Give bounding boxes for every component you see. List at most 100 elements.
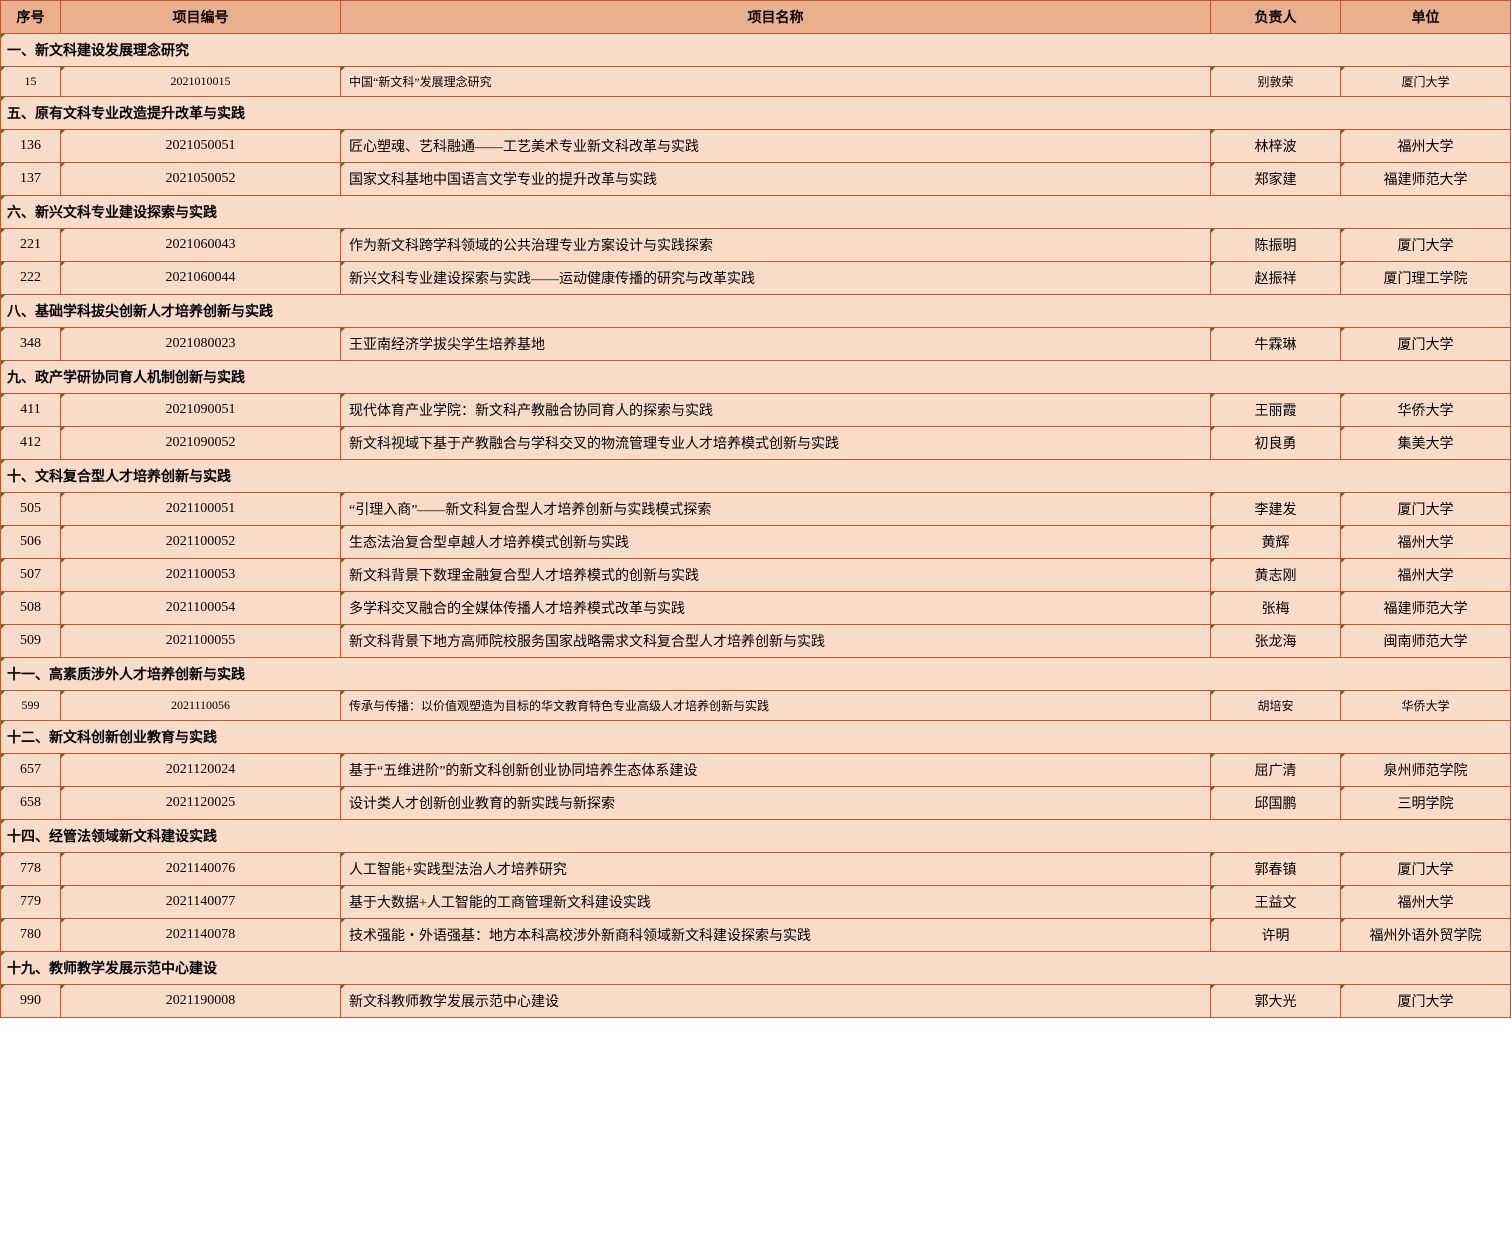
cell-id: 2021100054 bbox=[61, 592, 341, 625]
table-row: 5062021100052生态法治复合型卓越人才培养模式创新与实践黄辉福州大学 bbox=[1, 526, 1511, 559]
section-title: 五、原有文科专业改造提升改革与实践 bbox=[1, 97, 1511, 130]
cell-leader: 张梅 bbox=[1211, 592, 1341, 625]
cell-seq: 505 bbox=[1, 493, 61, 526]
cell-id: 2021090051 bbox=[61, 394, 341, 427]
cell-leader: 赵振祥 bbox=[1211, 262, 1341, 295]
section-title-row: 十、文科复合型人才培养创新与实践 bbox=[1, 460, 1511, 493]
cell-id: 2021100055 bbox=[61, 625, 341, 658]
cell-name: 传承与传播：以价值观塑造为目标的华文教育特色专业高级人才培养创新与实践 bbox=[341, 691, 1211, 721]
table-row: 7782021140076人工智能+实践型法治人才培养研究郭春镇厦门大学 bbox=[1, 853, 1511, 886]
col-unit: 单位 bbox=[1341, 1, 1511, 34]
table-body: 一、新文科建设发展理念研究152021010015中国“新文科”发展理念研究别敦… bbox=[1, 34, 1511, 1018]
cell-unit: 福州大学 bbox=[1341, 130, 1511, 163]
cell-unit: 厦门大学 bbox=[1341, 985, 1511, 1018]
table-row: 152021010015中国“新文科”发展理念研究别敦荣厦门大学 bbox=[1, 67, 1511, 97]
section-title-row: 八、基础学科拔尖创新人才培养创新与实践 bbox=[1, 295, 1511, 328]
table-row: 5092021100055新文科背景下地方高师院校服务国家战略需求文科复合型人才… bbox=[1, 625, 1511, 658]
cell-seq: 657 bbox=[1, 754, 61, 787]
cell-leader: 郭大光 bbox=[1211, 985, 1341, 1018]
cell-seq: 779 bbox=[1, 886, 61, 919]
cell-name: 新文科教师教学发展示范中心建设 bbox=[341, 985, 1211, 1018]
cell-name: 新文科背景下地方高师院校服务国家战略需求文科复合型人才培养创新与实践 bbox=[341, 625, 1211, 658]
cell-leader: 黄志刚 bbox=[1211, 559, 1341, 592]
section-title: 十四、经管法领域新文科建设实践 bbox=[1, 820, 1511, 853]
cell-name: 设计类人才创新创业教育的新实践与新探索 bbox=[341, 787, 1211, 820]
col-proj-name: 项目名称 bbox=[341, 1, 1211, 34]
section-title-row: 九、政产学研协同育人机制创新与实践 bbox=[1, 361, 1511, 394]
cell-seq: 348 bbox=[1, 328, 61, 361]
cell-id: 2021140077 bbox=[61, 886, 341, 919]
table-row: 6582021120025设计类人才创新创业教育的新实践与新探索邱国鹏三明学院 bbox=[1, 787, 1511, 820]
cell-unit: 福建师范大学 bbox=[1341, 592, 1511, 625]
cell-unit: 厦门大学 bbox=[1341, 853, 1511, 886]
table-row: 9902021190008新文科教师教学发展示范中心建设郭大光厦门大学 bbox=[1, 985, 1511, 1018]
cell-name: “引理入商”——新文科复合型人才培养创新与实践模式探索 bbox=[341, 493, 1211, 526]
cell-id: 2021090052 bbox=[61, 427, 341, 460]
cell-leader: 邱国鹏 bbox=[1211, 787, 1341, 820]
cell-id: 2021140078 bbox=[61, 919, 341, 952]
cell-unit: 福州大学 bbox=[1341, 886, 1511, 919]
table-row: 4122021090052新文科视域下基于产教融合与学科交叉的物流管理专业人才培… bbox=[1, 427, 1511, 460]
section-title: 十、文科复合型人才培养创新与实践 bbox=[1, 460, 1511, 493]
cell-unit: 福州大学 bbox=[1341, 526, 1511, 559]
cell-name: 新文科背景下数理金融复合型人才培养模式的创新与实践 bbox=[341, 559, 1211, 592]
cell-seq: 658 bbox=[1, 787, 61, 820]
cell-name: 新文科视域下基于产教融合与学科交叉的物流管理专业人才培养模式创新与实践 bbox=[341, 427, 1211, 460]
section-title-row: 十四、经管法领域新文科建设实践 bbox=[1, 820, 1511, 853]
cell-name: 王亚南经济学拔尖学生培养基地 bbox=[341, 328, 1211, 361]
cell-seq: 222 bbox=[1, 262, 61, 295]
cell-unit: 集美大学 bbox=[1341, 427, 1511, 460]
cell-id: 2021050052 bbox=[61, 163, 341, 196]
cell-seq: 137 bbox=[1, 163, 61, 196]
cell-seq: 599 bbox=[1, 691, 61, 721]
cell-unit: 厦门大学 bbox=[1341, 67, 1511, 97]
cell-id: 2021100052 bbox=[61, 526, 341, 559]
section-title-row: 五、原有文科专业改造提升改革与实践 bbox=[1, 97, 1511, 130]
section-title-row: 一、新文科建设发展理念研究 bbox=[1, 34, 1511, 67]
cell-leader: 张龙海 bbox=[1211, 625, 1341, 658]
cell-name: 作为新文科跨学科领域的公共治理专业方案设计与实践探索 bbox=[341, 229, 1211, 262]
cell-leader: 初良勇 bbox=[1211, 427, 1341, 460]
cell-unit: 泉州师范学院 bbox=[1341, 754, 1511, 787]
cell-id: 2021140076 bbox=[61, 853, 341, 886]
cell-seq: 990 bbox=[1, 985, 61, 1018]
cell-seq: 506 bbox=[1, 526, 61, 559]
section-title: 九、政产学研协同育人机制创新与实践 bbox=[1, 361, 1511, 394]
cell-seq: 411 bbox=[1, 394, 61, 427]
cell-unit: 厦门大学 bbox=[1341, 229, 1511, 262]
cell-unit: 福州外语外贸学院 bbox=[1341, 919, 1511, 952]
section-title-row: 六、新兴文科专业建设探索与实践 bbox=[1, 196, 1511, 229]
col-seq: 序号 bbox=[1, 1, 61, 34]
cell-leader: 黄辉 bbox=[1211, 526, 1341, 559]
cell-id: 2021110056 bbox=[61, 691, 341, 721]
cell-name: 基于“五维进阶”的新文科创新创业协同培养生态体系建设 bbox=[341, 754, 1211, 787]
cell-name: 中国“新文科”发展理念研究 bbox=[341, 67, 1211, 97]
cell-name: 国家文科基地中国语言文学专业的提升改革与实践 bbox=[341, 163, 1211, 196]
cell-name: 新兴文科专业建设探索与实践——运动健康传播的研究与改革实践 bbox=[341, 262, 1211, 295]
table-row: 7792021140077基于大数据+人工智能的工商管理新文科建设实践王益文福州… bbox=[1, 886, 1511, 919]
cell-leader: 别敦荣 bbox=[1211, 67, 1341, 97]
cell-id: 2021100051 bbox=[61, 493, 341, 526]
cell-id: 2021190008 bbox=[61, 985, 341, 1018]
section-title: 十一、高素质涉外人才培养创新与实践 bbox=[1, 658, 1511, 691]
cell-seq: 136 bbox=[1, 130, 61, 163]
cell-unit: 厦门理工学院 bbox=[1341, 262, 1511, 295]
col-proj-id: 项目编号 bbox=[61, 1, 341, 34]
cell-name: 多学科交叉融合的全媒体传播人才培养模式改革与实践 bbox=[341, 592, 1211, 625]
cell-name: 现代体育产业学院：新文科产教融合协同育人的探索与实践 bbox=[341, 394, 1211, 427]
cell-unit: 华侨大学 bbox=[1341, 394, 1511, 427]
cell-leader: 屈广清 bbox=[1211, 754, 1341, 787]
cell-leader: 许明 bbox=[1211, 919, 1341, 952]
projects-table: 序号 项目编号 项目名称 负责人 单位 一、新文科建设发展理念研究1520210… bbox=[0, 0, 1511, 1018]
cell-unit: 福建师范大学 bbox=[1341, 163, 1511, 196]
cell-seq: 221 bbox=[1, 229, 61, 262]
section-title: 十二、新文科创新创业教育与实践 bbox=[1, 721, 1511, 754]
cell-seq: 412 bbox=[1, 427, 61, 460]
cell-unit: 华侨大学 bbox=[1341, 691, 1511, 721]
table-row: 4112021090051现代体育产业学院：新文科产教融合协同育人的探索与实践王… bbox=[1, 394, 1511, 427]
cell-leader: 林梓波 bbox=[1211, 130, 1341, 163]
cell-id: 2021060044 bbox=[61, 262, 341, 295]
cell-id: 2021060043 bbox=[61, 229, 341, 262]
cell-leader: 郭春镇 bbox=[1211, 853, 1341, 886]
section-title-row: 十二、新文科创新创业教育与实践 bbox=[1, 721, 1511, 754]
